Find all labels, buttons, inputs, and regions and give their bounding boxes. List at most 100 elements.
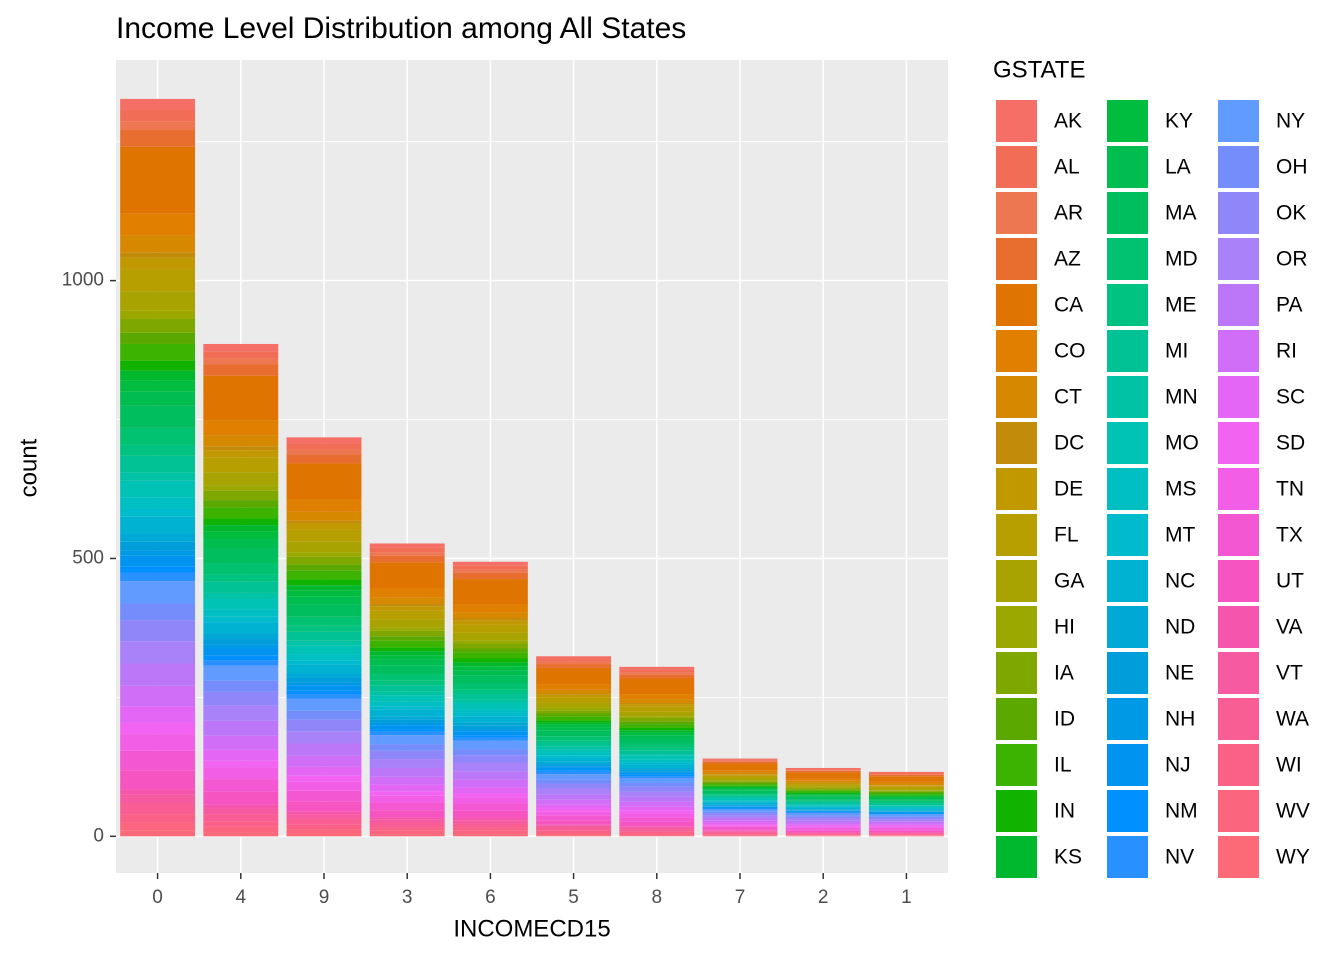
bar-segment [785,793,861,795]
legend-label: CA [1054,294,1083,317]
bar-segment [868,785,944,787]
legend-label: KS [1054,846,1082,869]
legend-label: RI [1276,340,1297,363]
bar-segment [286,811,362,815]
bar-segment [203,450,279,458]
bar-segment [702,811,778,814]
bar-segment [369,695,445,702]
bar-segment [369,606,445,611]
legend-label: MS [1165,478,1197,501]
bar-segment [452,648,528,653]
bar-segment [286,801,362,812]
bar-segment [203,457,279,473]
bar-segment [369,543,445,548]
x-tick-label: 3 [402,887,413,908]
bar-segment [120,343,196,361]
bar-segment [536,804,612,809]
bar-segment [369,555,445,563]
bar-segment [120,472,196,481]
bar-segment [203,639,279,645]
legend-label: MI [1165,340,1188,363]
bar-segment [203,358,279,365]
bar-segment [536,799,612,805]
bar-segment [203,735,279,750]
bar-segment [619,791,695,797]
bar-segment [120,130,196,147]
bar-segment [452,834,528,837]
bar-segment [203,531,279,540]
bar-segment [868,812,944,814]
bar-segment [702,786,778,788]
legend-label: PA [1276,294,1302,317]
bar-segment [203,655,279,661]
bar-segment [203,539,279,549]
bar-segment [286,520,362,524]
legend-label: NY [1276,110,1305,133]
bar-segment [702,760,778,762]
bar-segment [452,755,528,763]
bar-segment [785,780,861,783]
bar-segment [785,815,861,817]
bar-segment [536,656,612,660]
bar-segment [452,579,528,605]
legend-key [994,98,1039,144]
bar-segment [619,732,695,736]
bar-segment [369,604,445,607]
bar-segment [619,738,695,744]
legend-key [1105,604,1150,650]
legend-label: WY [1276,846,1310,869]
bar-segment [785,824,861,827]
x-tick-label: 8 [652,887,663,908]
bar-segment [286,698,362,711]
bar-segment [868,803,944,806]
bar-segment [619,735,695,739]
legend-key [1216,834,1261,880]
legend-key [994,236,1039,282]
bar-segment [702,772,778,775]
bar-segment [619,754,695,756]
bar-segment [203,563,279,575]
bar-segment [369,706,445,710]
legend-key [1105,282,1150,328]
bar-segment [452,787,528,794]
legend-label: MA [1165,202,1197,225]
bar-segment [452,658,528,663]
bar-segment [120,566,196,573]
bar-segment [785,782,861,785]
bar-segment [286,790,362,802]
bar-segment [203,779,279,792]
bar-segment [286,529,362,542]
bar-segment [702,759,778,761]
bar-segment [868,802,944,804]
legend-key [1105,512,1150,558]
bar-segment [702,808,778,810]
bar-segment [369,655,445,660]
bar-segment [868,811,944,812]
bar-segment [868,835,944,836]
legend-key [994,374,1039,420]
bar-segment [369,610,445,620]
bar-segment [452,666,528,671]
bar-segment [619,831,695,834]
legend-key [994,282,1039,328]
legend-key [1216,328,1261,374]
bar-segment [452,662,528,667]
bar-segment [868,785,944,786]
bar-segment [619,716,695,718]
bar-segment [702,781,778,783]
bar-segment [452,683,528,690]
legend-key [994,144,1039,190]
bar-segment [785,806,861,808]
bar-segment [286,654,362,661]
bar-segment [619,796,695,802]
bar-segment [702,774,778,776]
bar-segment [702,761,778,764]
bar-segment [369,791,445,796]
bar-segment [536,694,612,698]
bar-segment [702,824,778,826]
bar-segment [868,835,944,837]
bar-segment [203,420,279,436]
bar-segment [536,832,612,836]
bar-segment [286,719,362,732]
bar-segment [203,749,279,761]
